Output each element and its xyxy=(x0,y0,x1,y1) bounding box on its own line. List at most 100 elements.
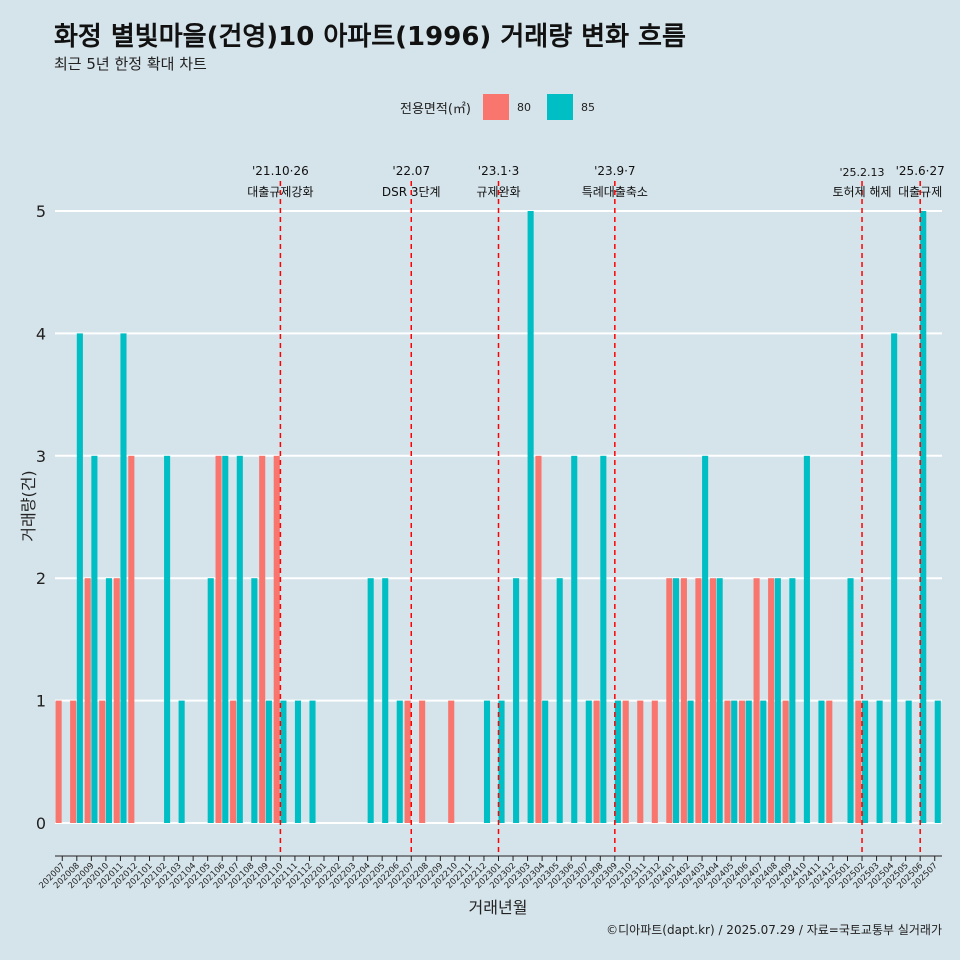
bar-85-202303 xyxy=(527,211,534,823)
y-tick-label-4: 4 xyxy=(36,324,46,343)
event-date-202502: '25.2.13 xyxy=(840,166,885,179)
event-label-202502: 토허제 해제 xyxy=(833,185,892,199)
bar-85-202301 xyxy=(498,700,505,823)
bar-80-202008 xyxy=(70,700,77,823)
bar-80-202404 xyxy=(709,578,717,823)
bar-85-202008 xyxy=(76,333,83,823)
bar-85-202102 xyxy=(164,455,171,823)
legend-title: 전용면적(㎡) xyxy=(400,101,471,117)
bar-85-202504 xyxy=(891,333,898,823)
bar-80-202109 xyxy=(259,455,266,823)
bar-85-202506 xyxy=(920,211,927,823)
bars xyxy=(55,211,941,823)
bar-80-202403 xyxy=(695,578,702,823)
bar-85-202505 xyxy=(905,700,912,823)
bar-85-202302 xyxy=(513,578,520,823)
bar-85-202110 xyxy=(280,700,287,823)
event-date-202110: '21.10·26 xyxy=(252,164,309,178)
bar-80-202012 xyxy=(128,455,135,823)
bar-85-202204 xyxy=(367,578,374,823)
bar-80-202011 xyxy=(113,578,120,823)
bar-85-202404 xyxy=(716,578,723,823)
bar-85-202112 xyxy=(309,700,316,823)
legend: 전용면적(㎡) 80 85 xyxy=(400,93,603,121)
legend-key-85 xyxy=(546,94,573,120)
bar-80-202107 xyxy=(230,700,237,823)
legend-key-80 xyxy=(482,94,509,120)
legend-label-80: 80 xyxy=(516,100,531,114)
y-tick-label-0: 0 xyxy=(36,814,46,833)
bar-80-202405 xyxy=(724,700,731,823)
bar-85-202410 xyxy=(803,455,810,823)
bar-85-202205 xyxy=(382,578,389,823)
bar-85-202503 xyxy=(876,700,883,823)
bar-85-202111 xyxy=(294,700,302,823)
bar-80-202401 xyxy=(666,578,673,823)
bar-80-202406 xyxy=(739,700,746,823)
legend-label-85: 85 xyxy=(580,100,595,114)
bar-80-202010 xyxy=(99,700,106,823)
bar-80-202007 xyxy=(55,700,62,823)
y-tick-label-5: 5 xyxy=(36,202,46,221)
bar-80-202407 xyxy=(753,578,760,823)
bar-80-202412 xyxy=(826,700,833,823)
bar-85-202109 xyxy=(265,700,272,823)
bar-80-202408 xyxy=(768,578,775,823)
y-tick-label-1: 1 xyxy=(36,692,46,711)
event-label-202207: DSR 3단계 xyxy=(382,185,441,199)
bar-85-202502 xyxy=(862,700,869,823)
bar-85-202501 xyxy=(847,578,854,823)
bar-80-202210 xyxy=(448,700,455,823)
bar-85-202409 xyxy=(789,578,796,823)
bar-85-202403 xyxy=(702,455,709,823)
bar-80-202402 xyxy=(680,578,687,823)
bar-80-202106 xyxy=(215,455,222,823)
bar-85-202108 xyxy=(251,578,258,823)
bar-80-202310 xyxy=(622,700,629,823)
bar-85-202105 xyxy=(207,578,214,823)
bar-85-202307 xyxy=(585,700,592,823)
bar-85-202406 xyxy=(745,700,752,823)
bar-85-202411 xyxy=(818,700,825,823)
bar-80-202308 xyxy=(593,700,600,823)
annotations: '21.10·26 대출규제강화 '22.07 DSR 3단계 '23.1·3 규제완화 '… xyxy=(247,164,945,856)
bar-85-202402 xyxy=(687,700,694,823)
bar-85-202408 xyxy=(774,578,781,823)
bar-85-202011 xyxy=(120,333,127,823)
event-label-202506: 대출규제 xyxy=(898,185,942,199)
event-label-202309: 특례대출축소 xyxy=(582,185,648,199)
event-date-202207: '22.07 xyxy=(392,164,430,178)
bar-85-202106 xyxy=(222,455,229,823)
y-axis-label: 거래량(건) xyxy=(19,470,38,541)
bar-85-202206 xyxy=(396,700,403,823)
bar-85-202107 xyxy=(236,455,243,823)
event-date-202309: '23.9·7 xyxy=(594,164,635,178)
bar-85-202305 xyxy=(556,578,563,823)
bar-85-202401 xyxy=(672,578,680,823)
event-date-202301: '23.1·3 xyxy=(478,164,519,178)
bar-85-202009 xyxy=(91,455,98,823)
y-tick-label-3: 3 xyxy=(36,447,46,466)
bar-80-202312 xyxy=(651,700,658,823)
bar-80-202207 xyxy=(404,700,411,823)
bar-85-202010 xyxy=(105,578,112,823)
axes: 0123452020072020082020092020102020112020… xyxy=(36,202,942,891)
bar-85-202407 xyxy=(760,700,767,823)
bar-80-202208 xyxy=(419,700,426,823)
chart-subtitle: 최근 5년 한정 확대 차트 xyxy=(54,55,207,73)
event-date-202506: '25.6·27 xyxy=(896,164,945,178)
bar-80-202110 xyxy=(273,455,280,823)
bar-80-202502 xyxy=(855,700,862,823)
bar-85-202309 xyxy=(614,700,621,823)
event-label-202301: 규제완화 xyxy=(476,185,520,199)
bar-85-202212 xyxy=(483,700,491,823)
bar-85-202306 xyxy=(571,455,578,823)
x-axis-label: 거래년월 xyxy=(469,898,528,917)
bar-80-202304 xyxy=(535,455,542,823)
event-label-202110: 대출규제강화 xyxy=(247,185,313,199)
bar-80-202409 xyxy=(782,700,789,823)
y-tick-label-2: 2 xyxy=(36,569,46,588)
bar-85-202308 xyxy=(600,455,607,823)
bar-80-202311 xyxy=(637,700,644,823)
